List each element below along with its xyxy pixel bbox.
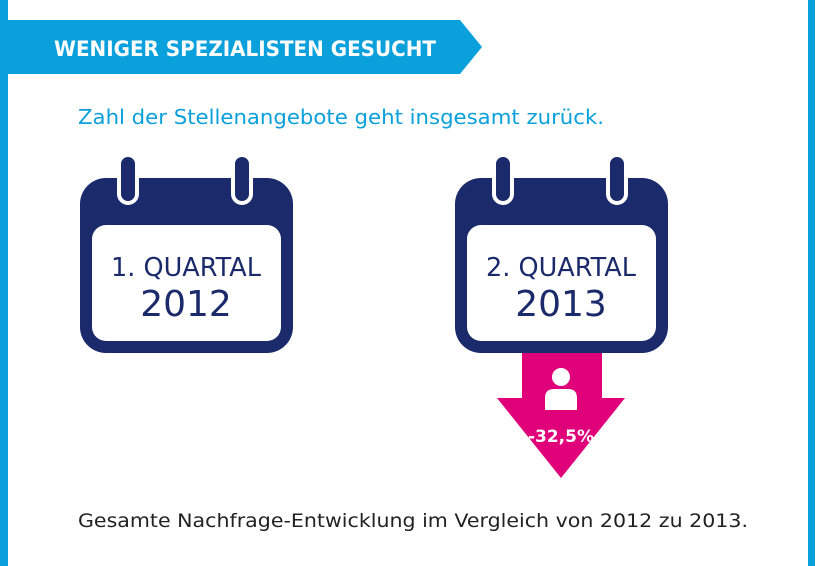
- left-border: [0, 0, 8, 566]
- calendar-2013: 2. QUARTAL 2013: [455, 153, 668, 353]
- calendar-line1: 2. QUARTAL: [486, 253, 636, 283]
- change-value: -32,5%: [528, 427, 594, 447]
- title-banner: WENIGER SPEZIALISTEN GESUCHT: [0, 20, 482, 74]
- calendar-line1: 1. QUARTAL: [111, 253, 261, 283]
- pink-down-arrow: -32,5%: [497, 350, 625, 478]
- calendar-2012: 1. QUARTAL 2012: [80, 153, 293, 353]
- right-border: [808, 0, 815, 566]
- footer-caption: Gesamte Nachfrage-Entwicklung im Verglei…: [78, 510, 748, 532]
- subtitle: Zahl der Stellenangebote geht insgesamt …: [78, 105, 604, 129]
- person-icon: [545, 368, 577, 410]
- banner-title: WENIGER SPEZIALISTEN GESUCHT: [54, 37, 437, 61]
- calendar-year: 2012: [140, 284, 232, 325]
- calendar-year: 2013: [515, 284, 607, 325]
